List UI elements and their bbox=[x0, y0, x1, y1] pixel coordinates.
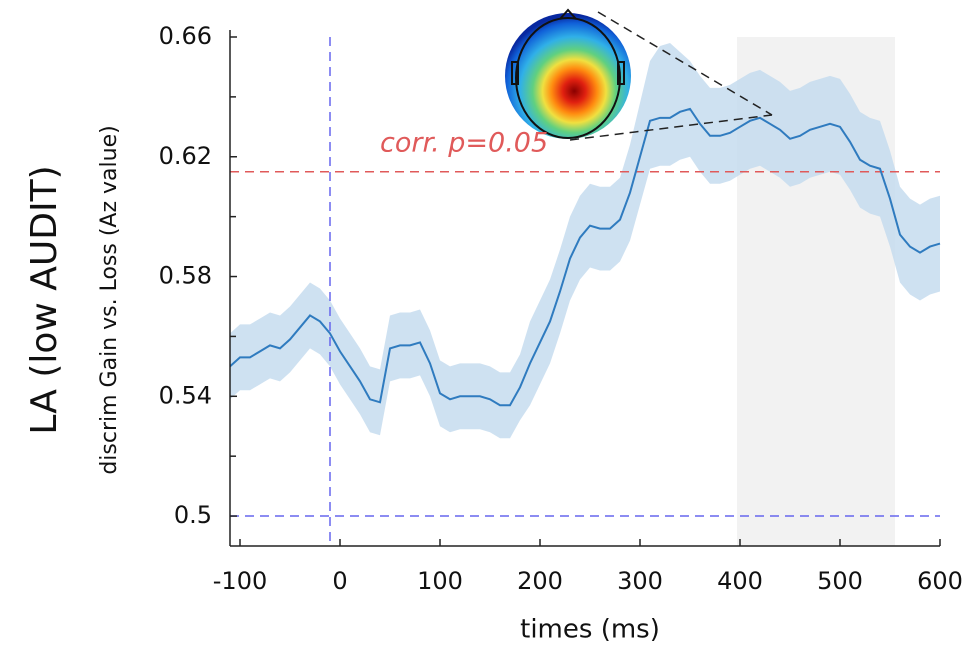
callout-line bbox=[597, 11, 773, 116]
ear bbox=[617, 61, 625, 85]
y-tick-label: 0.58 bbox=[159, 262, 212, 290]
chart-title: LA (low AUDIT) bbox=[24, 165, 65, 434]
y-tick-label: 0.62 bbox=[159, 142, 212, 170]
x-tick-label: 600 bbox=[917, 567, 963, 595]
y-tick-label: 0.5 bbox=[174, 501, 212, 529]
y-axis-label: discrim Gain vs. Loss (Az value) bbox=[97, 125, 122, 474]
x-tick-label: 500 bbox=[817, 567, 863, 595]
x-tick-label: -100 bbox=[213, 567, 267, 595]
x-tick-label: 300 bbox=[617, 567, 663, 595]
x-axis-label: times (ms) bbox=[520, 615, 660, 645]
y-tick-label: 0.54 bbox=[159, 381, 212, 409]
x-tick-label: 100 bbox=[417, 567, 463, 595]
topomap bbox=[505, 8, 773, 141]
x-tick-label: 400 bbox=[717, 567, 763, 595]
head-outline bbox=[515, 17, 621, 139]
callout-line bbox=[569, 114, 773, 141]
nose bbox=[559, 8, 577, 20]
ear bbox=[511, 61, 519, 85]
annotation: corr. p=0.05 bbox=[380, 128, 548, 159]
data-line bbox=[230, 107, 941, 407]
x-tick-label: 200 bbox=[517, 567, 563, 595]
confidence-band bbox=[230, 42, 940, 439]
topomap-disk bbox=[505, 13, 631, 139]
y-tick-label: 0.66 bbox=[159, 22, 212, 50]
x-tick-label: 0 bbox=[332, 567, 347, 595]
axes: 0.5 0.54 0.58 0.62 0.66 -100 0 100 200 300 400 500 6… bbox=[159, 22, 963, 595]
plot-area bbox=[230, 37, 941, 546]
